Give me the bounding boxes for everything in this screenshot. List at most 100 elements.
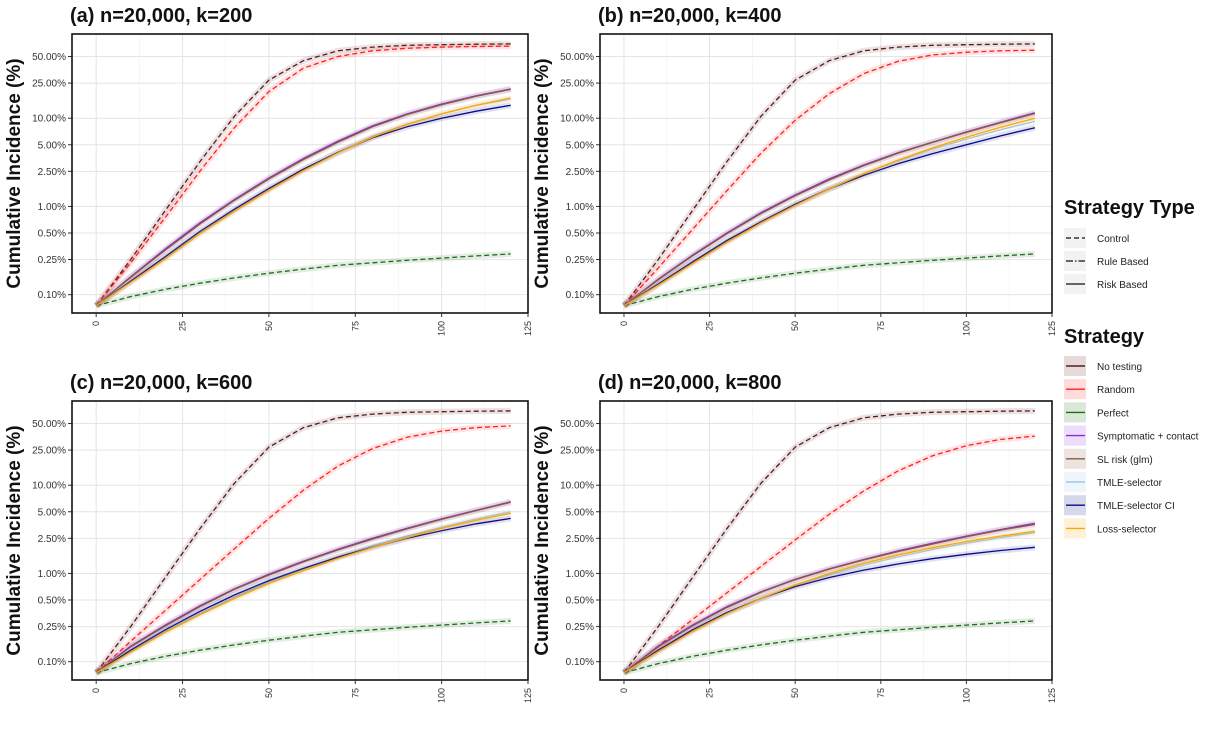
- y-tick-label: 0.50%: [566, 229, 594, 240]
- x-tick-label: 75: [350, 321, 360, 331]
- legend-type-label: Risk Based: [1097, 280, 1148, 291]
- x-tick-label: 25: [178, 688, 188, 698]
- series-line-tmle-selector-ci: [623, 546, 1035, 674]
- x-tick-label: 50: [264, 688, 274, 698]
- x-tick-label: 0: [619, 688, 629, 693]
- series-line-random: [623, 435, 1035, 674]
- series-line-no-testing: [623, 410, 1035, 674]
- y-axis-label: Cumulative Incidence (%): [4, 425, 25, 655]
- chart-panel-2: (b) n=20,000, k=400 0.10% 0.25% 0.50% 1.00% 2…: [532, 5, 1057, 336]
- x-tick-label: 0: [91, 321, 101, 326]
- legend: Strategy Type Control Rule Based Risk Base…: [1064, 197, 1199, 539]
- y-tick-label: 50.00%: [32, 419, 66, 430]
- y-tick-label: 0.10%: [566, 657, 594, 668]
- x-tick-label: 100: [437, 688, 447, 703]
- y-tick-label: 5.00%: [38, 507, 66, 518]
- chart-panel-4: (d) n=20,000, k=800 0.10% 0.25% 0.50% 1.00% 2…: [532, 372, 1057, 703]
- legend-strategy-label: Random: [1097, 385, 1135, 396]
- x-tick-label: 100: [437, 321, 447, 336]
- series-group: [93, 407, 512, 676]
- series-line-no-testing: [95, 410, 511, 674]
- legend-strategy-label: TMLE-selector: [1097, 478, 1163, 489]
- series-line-sl-risk-glm-: [95, 88, 511, 307]
- series-line-no-testing: [95, 43, 511, 307]
- y-tick-label: 50.00%: [32, 52, 66, 63]
- x-tick-label: 100: [961, 688, 971, 703]
- series-line-random: [623, 49, 1035, 307]
- y-tick-label: 0.10%: [38, 657, 66, 668]
- y-tick-label: 25.00%: [32, 79, 66, 90]
- x-tick-label: 0: [619, 321, 629, 326]
- y-tick-label: 0.50%: [38, 596, 66, 607]
- x-tick-label: 50: [264, 321, 274, 331]
- plot-area: [72, 34, 528, 313]
- y-tick-label: 5.00%: [38, 140, 66, 151]
- y-tick-label: 2.50%: [38, 534, 66, 545]
- series-line-tmle-selector-ci: [95, 104, 511, 307]
- y-tick-label: 2.50%: [566, 534, 594, 545]
- legend-strategy-no_testing: No testing: [1064, 356, 1142, 376]
- legend-strategy-label: Perfect: [1097, 408, 1129, 419]
- panel-title: (c) n=20,000, k=600: [70, 372, 252, 394]
- y-tick-label: 0.25%: [566, 255, 594, 266]
- chart-panel-3: (c) n=20,000, k=600 0.10% 0.25% 0.50% 1.00% 2…: [4, 372, 533, 703]
- y-axis-label: Cumulative Incidence (%): [532, 58, 553, 288]
- y-tick-label: 5.00%: [566, 507, 594, 518]
- y-tick-label: 10.00%: [560, 114, 594, 125]
- legend-strategy-tmle_selector: TMLE-selector: [1064, 472, 1163, 492]
- legend-strategy-sl_risk: SL risk (glm): [1064, 448, 1153, 469]
- plot-frame: [599, 400, 1053, 681]
- x-tick-label: 75: [350, 688, 360, 698]
- y-tick-label: 2.50%: [38, 167, 66, 178]
- x-tick-label: 25: [705, 321, 715, 331]
- legend-strategy-perfect: Perfect: [1064, 402, 1129, 423]
- panel-title: (d) n=20,000, k=800: [598, 372, 781, 394]
- y-tick-label: 25.00%: [32, 446, 66, 457]
- legend-type-label: Rule Based: [1097, 257, 1149, 268]
- legend-strategy-label: Loss-selector: [1097, 524, 1157, 535]
- x-tick-label: 100: [961, 321, 971, 336]
- y-tick-label: 10.00%: [32, 481, 66, 492]
- series-line-sl-risk-glm-: [623, 112, 1036, 307]
- legend-strategy-label: Symptomatic + contact: [1097, 432, 1199, 443]
- x-tick-label: 0: [91, 688, 101, 693]
- y-axis-label: Cumulative Incidence (%): [532, 425, 553, 655]
- legend-strategy-symptomatic: Symptomatic + contact: [1064, 425, 1199, 446]
- legend-strategy-title: Strategy: [1064, 326, 1145, 348]
- x-tick-label: 50: [790, 321, 800, 331]
- y-tick-label: 0.25%: [38, 255, 66, 266]
- series-line-sl-risk-glm-: [95, 501, 511, 674]
- x-tick-label: 25: [178, 321, 188, 331]
- y-tick-label: 10.00%: [32, 114, 66, 125]
- series-line-loss-selector: [623, 530, 1035, 674]
- legend-type-risk: Risk Based: [1064, 274, 1148, 294]
- x-tick-label: 75: [876, 321, 886, 331]
- series-group: [621, 407, 1036, 676]
- series-line-perfect: [96, 620, 511, 674]
- series-line-tmle-selector: [95, 511, 511, 674]
- y-tick-label: 1.00%: [38, 569, 66, 580]
- y-tick-label: 0.10%: [38, 290, 66, 301]
- legend-type-label: Control: [1097, 234, 1129, 245]
- legend-type-title: Strategy Type: [1064, 197, 1195, 219]
- series-group: [93, 40, 512, 309]
- panel-title: (a) n=20,000, k=200: [70, 5, 252, 27]
- y-tick-label: 0.10%: [566, 290, 594, 301]
- y-tick-label: 10.00%: [560, 481, 594, 492]
- x-tick-label: 50: [790, 688, 800, 698]
- legend-strategy-label: TMLE-selector CI: [1097, 501, 1175, 512]
- series-line-perfect: [623, 620, 1035, 674]
- y-tick-label: 2.50%: [566, 167, 594, 178]
- legend-strategy-loss_selector: Loss-selector: [1064, 518, 1157, 539]
- legend-strategy-label: SL risk (glm): [1097, 455, 1153, 466]
- panels: (a) n=20,000, k=200 0.10% 0.25% 0.50% 1.00% 2…: [4, 5, 1057, 703]
- series-line-random: [95, 425, 511, 674]
- series-line-perfect: [623, 253, 1035, 307]
- y-tick-label: 50.00%: [560, 52, 594, 63]
- x-tick-label: 125: [523, 321, 533, 336]
- y-tick-label: 5.00%: [566, 140, 594, 151]
- legend-strategy-random: Random: [1064, 379, 1135, 400]
- y-tick-label: 25.00%: [560, 79, 594, 90]
- series-line-loss-selector: [95, 97, 511, 307]
- y-tick-label: 0.50%: [38, 229, 66, 240]
